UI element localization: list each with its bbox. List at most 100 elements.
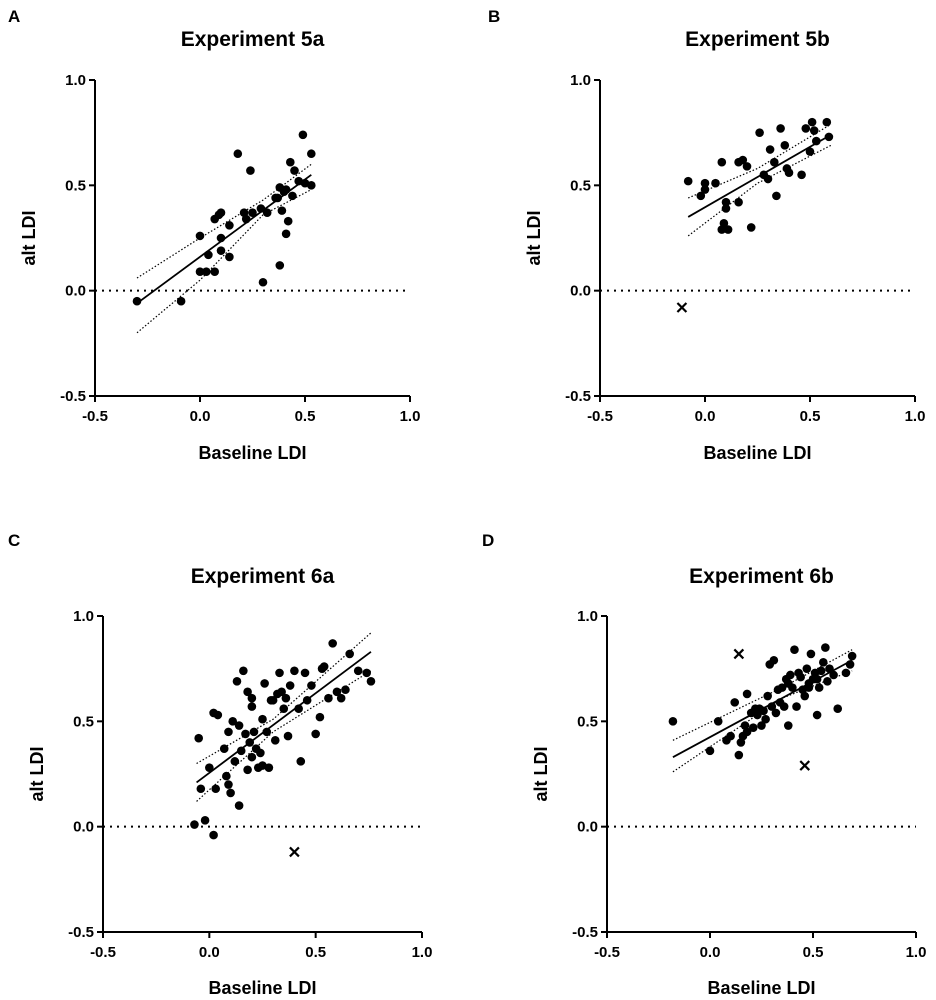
data-point: [801, 124, 811, 133]
x-tick-label: 1.0: [412, 944, 433, 961]
data-point: [307, 681, 316, 690]
data-point: [176, 296, 186, 306]
data-point: [285, 681, 295, 690]
panel-a: A Experiment 5a -0.5 0.0 0.5 1.0 -0.5 0.0 0.5 1.0…: [8, 7, 420, 463]
data-point: [771, 708, 781, 718]
data-point: [816, 666, 826, 676]
data-point: [755, 128, 764, 137]
data-point: [362, 668, 372, 678]
data-point: [341, 685, 350, 695]
x-tick-label: 0.0: [199, 944, 220, 961]
data-point: [195, 231, 205, 241]
y-tick-label: 1.0: [577, 608, 598, 625]
data-point: [290, 666, 299, 676]
data-point: [216, 233, 226, 243]
data-point: [748, 723, 758, 732]
data-point: [275, 668, 284, 678]
data-point: [717, 157, 727, 167]
outlier-stroke: [676, 302, 688, 313]
regression-line: [196, 651, 372, 784]
x-tick-label: 0.5: [305, 944, 326, 961]
data-point: [290, 166, 299, 175]
data-point: [746, 223, 756, 232]
panel-letter: D: [482, 531, 494, 550]
data-point: [797, 170, 806, 180]
data-point: [761, 714, 770, 724]
data-point: [784, 168, 794, 177]
y-tick-label: 0.5: [577, 713, 598, 730]
data-point: [243, 687, 252, 697]
outlier-marker: [733, 648, 745, 660]
data-point: [233, 149, 243, 159]
data-point: [273, 193, 283, 203]
y-axis-label: alt LDI: [19, 210, 39, 265]
data-point: [696, 191, 706, 201]
ci-upper-band: [687, 123, 832, 199]
x-tick-label: 1.0: [906, 944, 927, 961]
data-point: [195, 267, 205, 277]
panel-letter: A: [8, 7, 20, 26]
data-point: [226, 788, 235, 798]
data-point: [734, 750, 744, 760]
data-point: [353, 666, 363, 676]
data-point: [241, 214, 251, 224]
data-point: [211, 784, 221, 794]
data-point: [132, 296, 142, 306]
panel-letter: C: [8, 531, 20, 550]
data-point: [315, 712, 325, 722]
data-point: [300, 668, 310, 678]
data-point: [268, 695, 278, 705]
regression-line: [687, 133, 832, 218]
data-point: [742, 689, 752, 699]
data-point: [286, 157, 295, 167]
data-point: [277, 687, 286, 697]
y-tick-label: -0.5: [572, 924, 598, 941]
data-point: [738, 155, 748, 165]
data-point: [765, 145, 775, 154]
data-point: [307, 181, 316, 190]
data-point: [841, 668, 851, 678]
ci-lower-band: [687, 144, 832, 237]
data-point: [241, 729, 250, 739]
x-tick-label: -0.5: [594, 944, 620, 961]
data-point: [230, 757, 240, 766]
data-point: [792, 702, 801, 711]
outlier-stroke: [289, 846, 300, 858]
data-point: [776, 124, 785, 133]
data-point: [683, 176, 693, 186]
data-point: [281, 693, 291, 703]
data-point: [225, 252, 234, 262]
data-point: [245, 738, 255, 747]
data-point: [210, 267, 219, 277]
x-axis-label: Baseline LDI: [707, 978, 815, 998]
data-point: [336, 693, 346, 703]
x-tick-label: 0.0: [695, 408, 716, 425]
data-point: [780, 141, 790, 150]
y-tick-label: 0.0: [73, 819, 94, 836]
data-point: [216, 208, 226, 218]
data-point: [742, 727, 752, 737]
y-tick-label: 0.5: [65, 177, 86, 194]
data-point: [275, 261, 285, 270]
y-axis-label: alt LDI: [524, 210, 544, 265]
data-point: [819, 658, 828, 667]
data-point: [228, 717, 238, 726]
x-tick-label: 0.0: [700, 944, 721, 961]
y-tick-label: 1.0: [65, 72, 86, 89]
outlier-stroke: [799, 760, 811, 771]
data-point: [779, 702, 789, 711]
y-tick-label: 0.0: [65, 283, 86, 300]
data-point: [713, 717, 723, 726]
data-point: [700, 185, 710, 194]
data-point: [194, 733, 203, 743]
data-point: [294, 704, 303, 713]
data-point: [270, 735, 280, 745]
panel-letter: B: [488, 7, 500, 26]
data-point: [239, 666, 248, 676]
chart-title: Experiment 6a: [191, 565, 335, 588]
data-point: [232, 677, 242, 686]
x-tick-label: 0.0: [190, 408, 211, 425]
y-axis-label: alt LDI: [531, 746, 551, 801]
data-point: [190, 820, 199, 829]
